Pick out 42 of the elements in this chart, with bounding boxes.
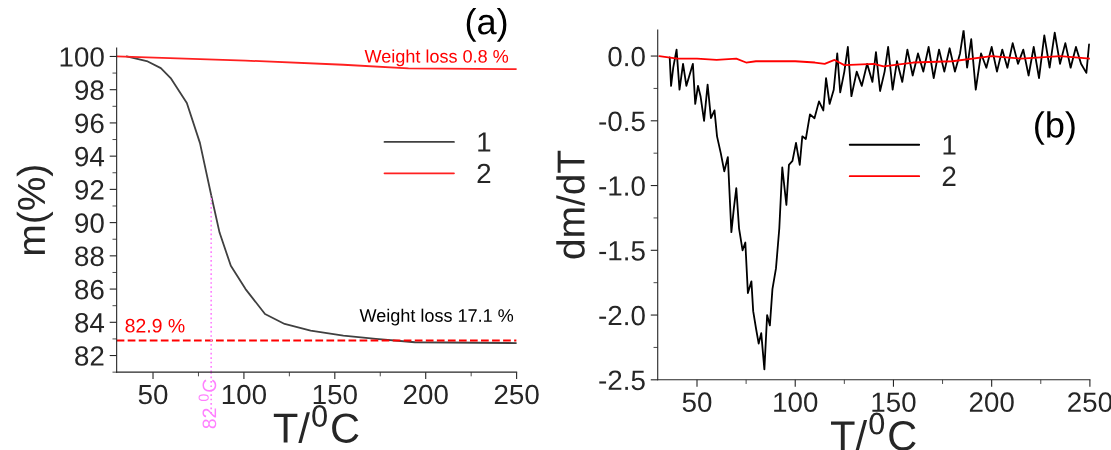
y-tick-label: -2.0	[599, 305, 645, 326]
x-tick-label: 100	[774, 392, 818, 413]
x-tick-label: 250	[494, 384, 539, 405]
y-tick-label: 96	[75, 113, 104, 134]
annotation: Weight loss 17.1 %	[359, 308, 514, 326]
y-tick-label: 90	[75, 213, 104, 233]
line-series	[668, 30, 1090, 371]
annotation: (b)	[1035, 111, 1075, 145]
x-tick-label: 100	[222, 384, 266, 405]
y-axis-title: m(%)	[16, 166, 53, 254]
y-tick-label: -2.5	[599, 370, 645, 391]
y-tick-label: -1.0	[599, 176, 645, 196]
x-tick-label: 150	[872, 392, 916, 413]
y-tick-label: 100	[60, 47, 104, 67]
annotation: Weight loss 0.8 %	[364, 49, 509, 67]
text: (a)	[466, 8, 507, 42]
legend-label: 1	[943, 135, 956, 155]
y-tick-label: 98	[75, 80, 104, 101]
x-tick-label: 150	[313, 384, 357, 405]
ref-line-label: 82 $^{0}$C	[198, 379, 217, 429]
line-series	[658, 55, 1090, 68]
y-tick-label: 82	[75, 346, 104, 366]
x-tick-label: 50	[138, 384, 168, 405]
y-tick-label: 94	[75, 146, 105, 167]
y-axis-title: dm/dT	[556, 150, 585, 259]
x-axis-title: T/$^{0}$C	[273, 404, 359, 443]
y-tick-label: 86	[75, 279, 104, 300]
x-tick-label: 250	[1068, 392, 1111, 413]
x-tick-label: 50	[682, 392, 712, 413]
y-tick-label: 0.0	[608, 46, 645, 67]
y-tick-label: -0.5	[599, 111, 645, 132]
x-axis-title: T/$^{0}$C	[830, 412, 916, 450]
legend-label: 1	[478, 132, 491, 152]
y-tick-label: -1.5	[599, 241, 645, 261]
y-tick-label: 92	[75, 180, 104, 200]
x-tick-label: 200	[969, 392, 1014, 413]
y-tick-label: 84	[75, 312, 105, 333]
ref-line-label: 82.9 %	[125, 318, 185, 333]
legend-label: 2	[477, 163, 491, 184]
legend-label: 2	[942, 166, 956, 186]
y-tick-label: 88	[75, 246, 104, 267]
x-tick-label: 200	[403, 384, 448, 405]
